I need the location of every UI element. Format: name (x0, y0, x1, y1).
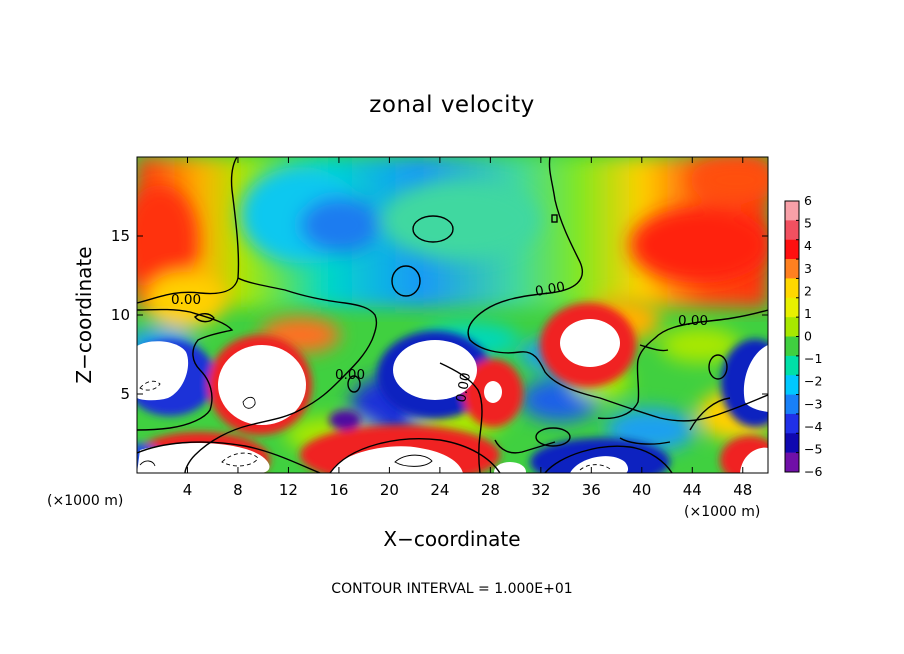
colorbar-label: 4 (804, 238, 812, 253)
contour-label: 0.00 (534, 279, 566, 300)
colorbar-label: −1 (804, 351, 822, 366)
contour-label: 0.00 (678, 313, 708, 329)
y-tick-label: 15 (111, 227, 130, 245)
x-tick-label: 12 (279, 481, 298, 499)
y-tick-label: 5 (120, 385, 130, 403)
x-unit-label-right: (×1000 m) (684, 504, 760, 520)
x-tick-label: 20 (380, 481, 399, 499)
x-axis-title: X−coordinate (383, 527, 520, 551)
colorbar-swatch (785, 375, 799, 395)
colorbar-swatch (785, 433, 799, 453)
chart-title: zonal velocity (369, 92, 534, 118)
x-tick-label: 16 (329, 481, 348, 499)
colorbar-swatch (785, 394, 799, 415)
contour-label: 0.00 (335, 367, 365, 383)
x-tick-label: 40 (632, 481, 651, 499)
colorbar-label: −5 (804, 441, 822, 456)
contour-labels: 0.00 0.00 0.00 0.00 0.00 (171, 279, 708, 404)
x-tick-label: 36 (582, 481, 601, 499)
y-axis-title: Z−coordinate (72, 246, 96, 383)
x-tick-label: 4 (183, 481, 193, 499)
colorbar-swatch (785, 201, 799, 221)
contour-interval-footer: CONTOUR INTERVAL = 1.000E+01 (331, 581, 572, 597)
colorbar-swatch (785, 336, 799, 357)
colorbar-swatch (785, 317, 799, 337)
x-tick-label: 44 (683, 481, 702, 499)
colorbar-swatch (785, 239, 799, 260)
colorbar-label: −2 (804, 374, 822, 389)
colorbar-label: 6 (804, 193, 812, 208)
x-tick-label: 48 (733, 481, 752, 499)
x-tick-label: 8 (233, 481, 243, 499)
colorbar-label: 3 (804, 261, 812, 276)
colorbar-label: −4 (804, 419, 822, 434)
colorbar-swatch (785, 297, 799, 318)
negative-contours (139, 380, 611, 471)
x-tick-label: 28 (481, 481, 500, 499)
colorbar-label: 2 (804, 283, 812, 298)
colorbar-label: 1 (804, 306, 812, 321)
contour-label: 0.00 (171, 292, 201, 308)
colorbar-swatch (785, 452, 799, 473)
x-tick-label: 32 (531, 481, 550, 499)
y-axis: 5 10 15 (111, 227, 768, 403)
x-tick-label: 24 (430, 481, 449, 499)
colorbar-swatch (785, 413, 799, 434)
colorbar-swatch (785, 220, 799, 241)
colorbar-swatch (785, 355, 799, 376)
colorbar-label: −3 (804, 396, 822, 411)
colorbar-swatch (785, 259, 799, 279)
x-unit-label-left: (×1000 m) (47, 493, 123, 509)
y-tick-label: 10 (111, 306, 130, 324)
colorbar-swatch (785, 278, 799, 299)
contour-label: 0.00 (453, 371, 474, 403)
x-axis: 4 8 12 16 20 24 28 32 36 40 44 48 (183, 157, 752, 499)
colorbar-label: 0 (804, 329, 812, 344)
colorbar-label: 5 (804, 216, 812, 231)
contour-lines (137, 157, 768, 473)
colorbar-label: −6 (804, 464, 822, 479)
colorbar: 6 5 4 3 2 1 0 −1 −2 −3 −4 −5 −6 (784, 193, 822, 479)
